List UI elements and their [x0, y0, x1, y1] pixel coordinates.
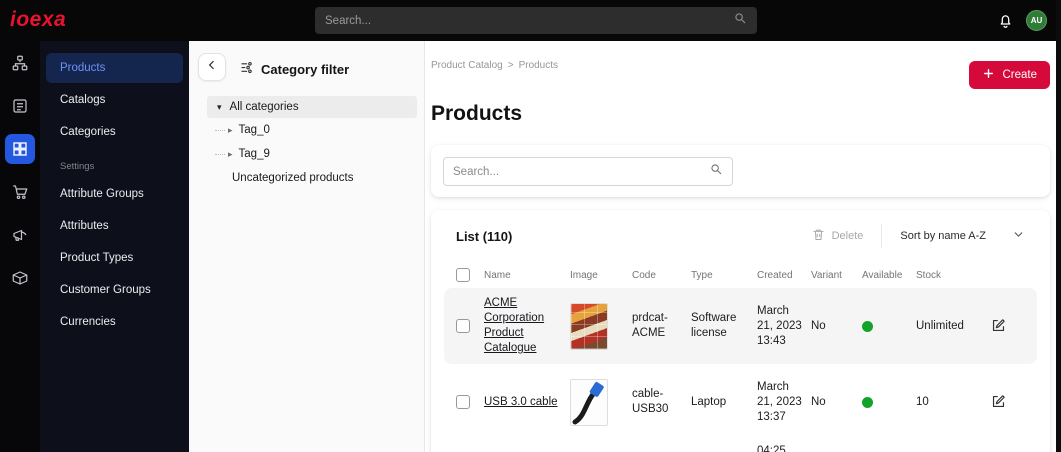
sidebar-item-catalogs[interactable]: Catalogs: [60, 94, 106, 106]
caret-right-icon[interactable]: [228, 148, 233, 160]
caret-down-icon[interactable]: [217, 101, 222, 113]
product-created: March 21, 2023 13:37: [757, 380, 802, 423]
chevron-down-icon: [1012, 228, 1025, 244]
rail-products-icon[interactable]: [0, 127, 40, 170]
sidebar-item-product-types[interactable]: Product Types: [60, 252, 134, 264]
category-tree-icon: [239, 60, 254, 78]
global-search: [315, 7, 757, 34]
sidebar-item-customer-groups[interactable]: Customer Groups: [60, 284, 151, 296]
product-image[interactable]: [570, 302, 608, 350]
delete-button[interactable]: Delete: [811, 227, 863, 245]
category-filter-panel: Category filter All categories Tag_0 Tag…: [189, 41, 425, 452]
tree-guide-line: [215, 153, 225, 155]
column-header-image: Image: [570, 269, 598, 281]
table-row: 04:25: [444, 440, 1037, 452]
product-variant: No: [811, 319, 826, 332]
available-status-dot: [862, 320, 873, 332]
product-code: prdcat-ACME: [632, 312, 668, 339]
product-name-link[interactable]: ACME Corporation Product Catalogue: [484, 297, 545, 354]
column-header-variant: Variant: [811, 269, 842, 281]
product-type: Software license: [691, 312, 737, 339]
main-content: Product Catalog > Products Create Produc…: [425, 41, 1056, 452]
row-checkbox[interactable]: [456, 319, 470, 333]
tree-item-all-categories[interactable]: All categories: [207, 96, 417, 118]
breadcrumb-parent[interactable]: Product Catalog: [431, 60, 503, 71]
rail-sales-cart-icon[interactable]: [0, 170, 40, 213]
product-stock: Unlimited: [916, 319, 964, 332]
list-title: List (110): [456, 228, 513, 244]
sidebar-section-settings: Settings: [60, 161, 95, 172]
header-divider: [881, 224, 883, 248]
product-variant: No: [811, 395, 826, 408]
select-all-checkbox[interactable]: [456, 268, 470, 282]
sidebar-item-currencies[interactable]: Currencies: [60, 316, 116, 328]
breadcrumb: Product Catalog > Products: [431, 60, 558, 71]
topbar-right-cluster: AU: [997, 0, 1047, 41]
tree-item-tag-0[interactable]: Tag_0: [189, 118, 425, 142]
tree-item-uncategorized-products[interactable]: Uncategorized products: [232, 172, 354, 184]
edit-icon[interactable]: [990, 317, 1008, 335]
notifications-bell-icon[interactable]: [997, 12, 1014, 29]
tree-guide-line: [215, 129, 225, 131]
category-tree: All categories Tag_0 Tag_9 Uncategorized…: [189, 96, 425, 190]
side-nav: Products Catalogs Categories Settings At…: [40, 41, 189, 452]
product-search-input[interactable]: [453, 165, 709, 178]
icon-rail: [0, 41, 40, 452]
column-header-type: Type: [691, 269, 713, 281]
app-logo[interactable]: ioexa: [10, 8, 67, 31]
column-header-code: Code: [632, 269, 656, 281]
available-status-dot: [862, 396, 873, 408]
search-card: [431, 145, 1050, 197]
product-code: cable-USB30: [632, 388, 669, 415]
product-created: 04:25: [757, 445, 786, 452]
category-filter-title: Category filter: [261, 61, 350, 77]
product-list-card: List (110) Delete Sort by name A-Z: [431, 210, 1050, 452]
product-search: [443, 157, 733, 186]
active-rail-chip: [5, 133, 35, 164]
sidebar-item-categories[interactable]: Categories: [60, 126, 116, 138]
product-name-link[interactable]: USB 3.0 cable: [484, 395, 558, 408]
category-filter-title-row: Category filter: [239, 60, 349, 78]
global-search-input[interactable]: [325, 14, 733, 27]
sidebar-item-attributes[interactable]: Attributes: [60, 220, 109, 232]
collapse-panel-button[interactable]: [198, 53, 226, 81]
caret-right-icon[interactable]: [228, 124, 233, 136]
column-header-available: Available: [862, 269, 903, 281]
rail-marketing-icon[interactable]: [0, 213, 40, 256]
product-stock: 10: [916, 395, 929, 408]
create-button[interactable]: Create: [969, 61, 1050, 89]
user-avatar[interactable]: AU: [1026, 10, 1047, 31]
page-scrollbar[interactable]: [1056, 0, 1061, 452]
edit-icon[interactable]: [990, 393, 1008, 411]
column-header-stock: Stock: [916, 269, 942, 281]
rail-content-icon[interactable]: [0, 84, 40, 127]
top-bar: ioexa AU: [0, 0, 1061, 41]
row-checkbox[interactable]: [456, 395, 470, 409]
product-type: Laptop: [691, 395, 727, 408]
list-header: List (110) Delete Sort by name A-Z: [431, 210, 1050, 262]
search-icon: [733, 11, 747, 30]
search-icon: [709, 162, 723, 181]
product-created: March 21, 2023 13:43: [757, 304, 802, 347]
chevron-left-icon: [205, 58, 219, 77]
rail-structure-icon[interactable]: [0, 41, 40, 84]
table-header-row: Name Image Code Type Created Variant Ava…: [444, 262, 1037, 288]
sidebar-item-attribute-groups[interactable]: Attribute Groups: [60, 188, 144, 200]
trash-icon: [811, 227, 826, 245]
rail-inventory-box-icon[interactable]: [0, 256, 40, 299]
column-header-created: Created: [757, 269, 793, 281]
page-title: Products: [431, 102, 523, 125]
plus-icon: [982, 67, 995, 83]
table-row: ACME Corporation Product Catalogue prdca…: [444, 288, 1037, 364]
sidebar-item-products[interactable]: Products: [46, 53, 183, 83]
tree-item-tag-9[interactable]: Tag_9: [189, 142, 425, 166]
sort-dropdown[interactable]: Sort by name A-Z: [900, 228, 1025, 244]
breadcrumb-current[interactable]: Products: [518, 60, 559, 71]
product-image[interactable]: [570, 378, 608, 426]
column-header-name: Name: [484, 269, 511, 281]
breadcrumb-separator: >: [507, 60, 514, 71]
table-row: USB 3.0 cable cable-USB30 Laptop March 2…: [444, 364, 1037, 440]
